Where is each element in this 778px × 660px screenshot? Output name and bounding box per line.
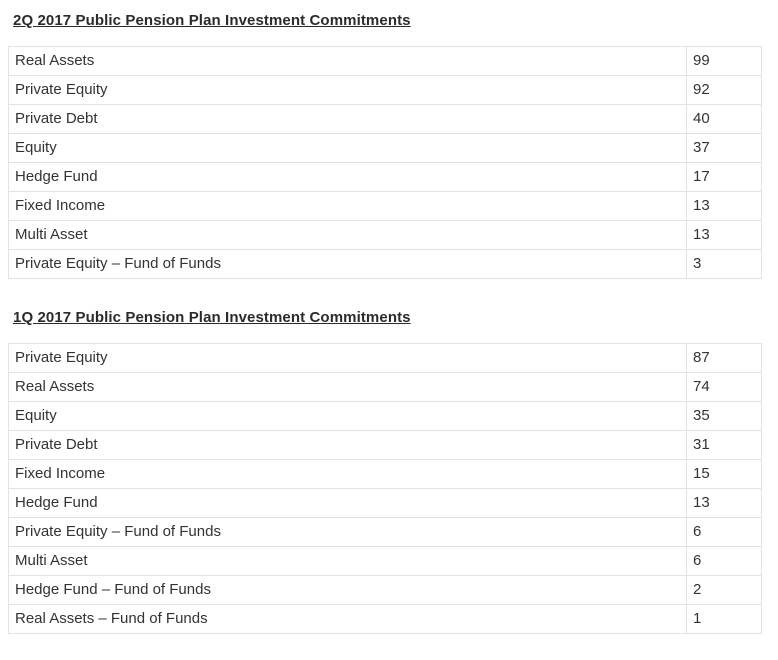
row-value: 13 xyxy=(686,488,762,518)
row-label: Real Assets xyxy=(8,372,687,402)
row-value: 3 xyxy=(686,249,762,279)
table-row: Private Debt 31 xyxy=(8,430,762,460)
table-row: Hedge Fund 13 xyxy=(8,488,762,518)
row-label: Private Equity xyxy=(8,343,687,373)
commitments-section-1q-2017: 1Q 2017 Public Pension Plan Investment C… xyxy=(8,309,762,634)
table-row: Real Assets 99 xyxy=(8,46,762,76)
row-value: 37 xyxy=(686,133,762,163)
table-body: Real Assets 99 Private Equity 92 Private Deb… xyxy=(8,46,762,279)
table-body: Private Equity 87 Real Assets 74 Equity 35 Pri… xyxy=(8,343,762,634)
table-row: Fixed Income 15 xyxy=(8,459,762,489)
row-label: Real Assets – Fund of Funds xyxy=(8,604,687,634)
page: 2Q 2017 Public Pension Plan Investment C… xyxy=(8,12,762,634)
table-row: Private Equity – Fund of Funds 3 xyxy=(8,249,762,279)
row-label: Fixed Income xyxy=(8,191,687,221)
row-label: Real Assets xyxy=(8,46,687,76)
table-row: Private Equity 87 xyxy=(8,343,762,373)
row-value: 6 xyxy=(686,517,762,547)
table-row: Real Assets 74 xyxy=(8,372,762,402)
row-label: Fixed Income xyxy=(8,459,687,489)
commitments-table-2q-2017: Real Assets 99 Private Equity 92 Private Deb… xyxy=(8,46,762,279)
row-value: 99 xyxy=(686,46,762,76)
row-value: 74 xyxy=(686,372,762,402)
row-label: Multi Asset xyxy=(8,546,687,576)
table-row: Private Equity – Fund of Funds 6 xyxy=(8,517,762,547)
section-title-2q-2017: 2Q 2017 Public Pension Plan Investment C… xyxy=(13,12,411,29)
commitments-table-1q-2017: Private Equity 87 Real Assets 74 Equity 35 Pri… xyxy=(8,343,762,634)
table-row: Equity 37 xyxy=(8,133,762,163)
row-label: Equity xyxy=(8,401,687,431)
row-value: 40 xyxy=(686,104,762,134)
row-value: 6 xyxy=(686,546,762,576)
table-row: Equity 35 xyxy=(8,401,762,431)
row-value: 13 xyxy=(686,191,762,221)
row-value: 13 xyxy=(686,220,762,250)
table-row: Private Debt 40 xyxy=(8,104,762,134)
row-label: Private Equity – Fund of Funds xyxy=(8,249,687,279)
row-value: 35 xyxy=(686,401,762,431)
row-label: Multi Asset xyxy=(8,220,687,250)
row-value: 1 xyxy=(686,604,762,634)
row-label: Private Debt xyxy=(8,430,687,460)
row-value: 15 xyxy=(686,459,762,489)
row-value: 17 xyxy=(686,162,762,192)
table-row: Multi Asset 6 xyxy=(8,546,762,576)
table-row: Real Assets – Fund of Funds 1 xyxy=(8,604,762,634)
row-label: Hedge Fund xyxy=(8,488,687,518)
row-value: 31 xyxy=(686,430,762,460)
row-value: 87 xyxy=(686,343,762,373)
row-label: Equity xyxy=(8,133,687,163)
table-row: Fixed Income 13 xyxy=(8,191,762,221)
row-label: Private Equity xyxy=(8,75,687,105)
row-label: Hedge Fund xyxy=(8,162,687,192)
table-row: Private Equity 92 xyxy=(8,75,762,105)
row-label: Private Equity – Fund of Funds xyxy=(8,517,687,547)
table-row: Multi Asset 13 xyxy=(8,220,762,250)
row-label: Hedge Fund – Fund of Funds xyxy=(8,575,687,605)
table-row: Hedge Fund – Fund of Funds 2 xyxy=(8,575,762,605)
table-row: Hedge Fund 17 xyxy=(8,162,762,192)
section-title-1q-2017: 1Q 2017 Public Pension Plan Investment C… xyxy=(13,309,411,326)
commitments-section-2q-2017: 2Q 2017 Public Pension Plan Investment C… xyxy=(8,12,762,279)
row-value: 2 xyxy=(686,575,762,605)
row-value: 92 xyxy=(686,75,762,105)
row-label: Private Debt xyxy=(8,104,687,134)
